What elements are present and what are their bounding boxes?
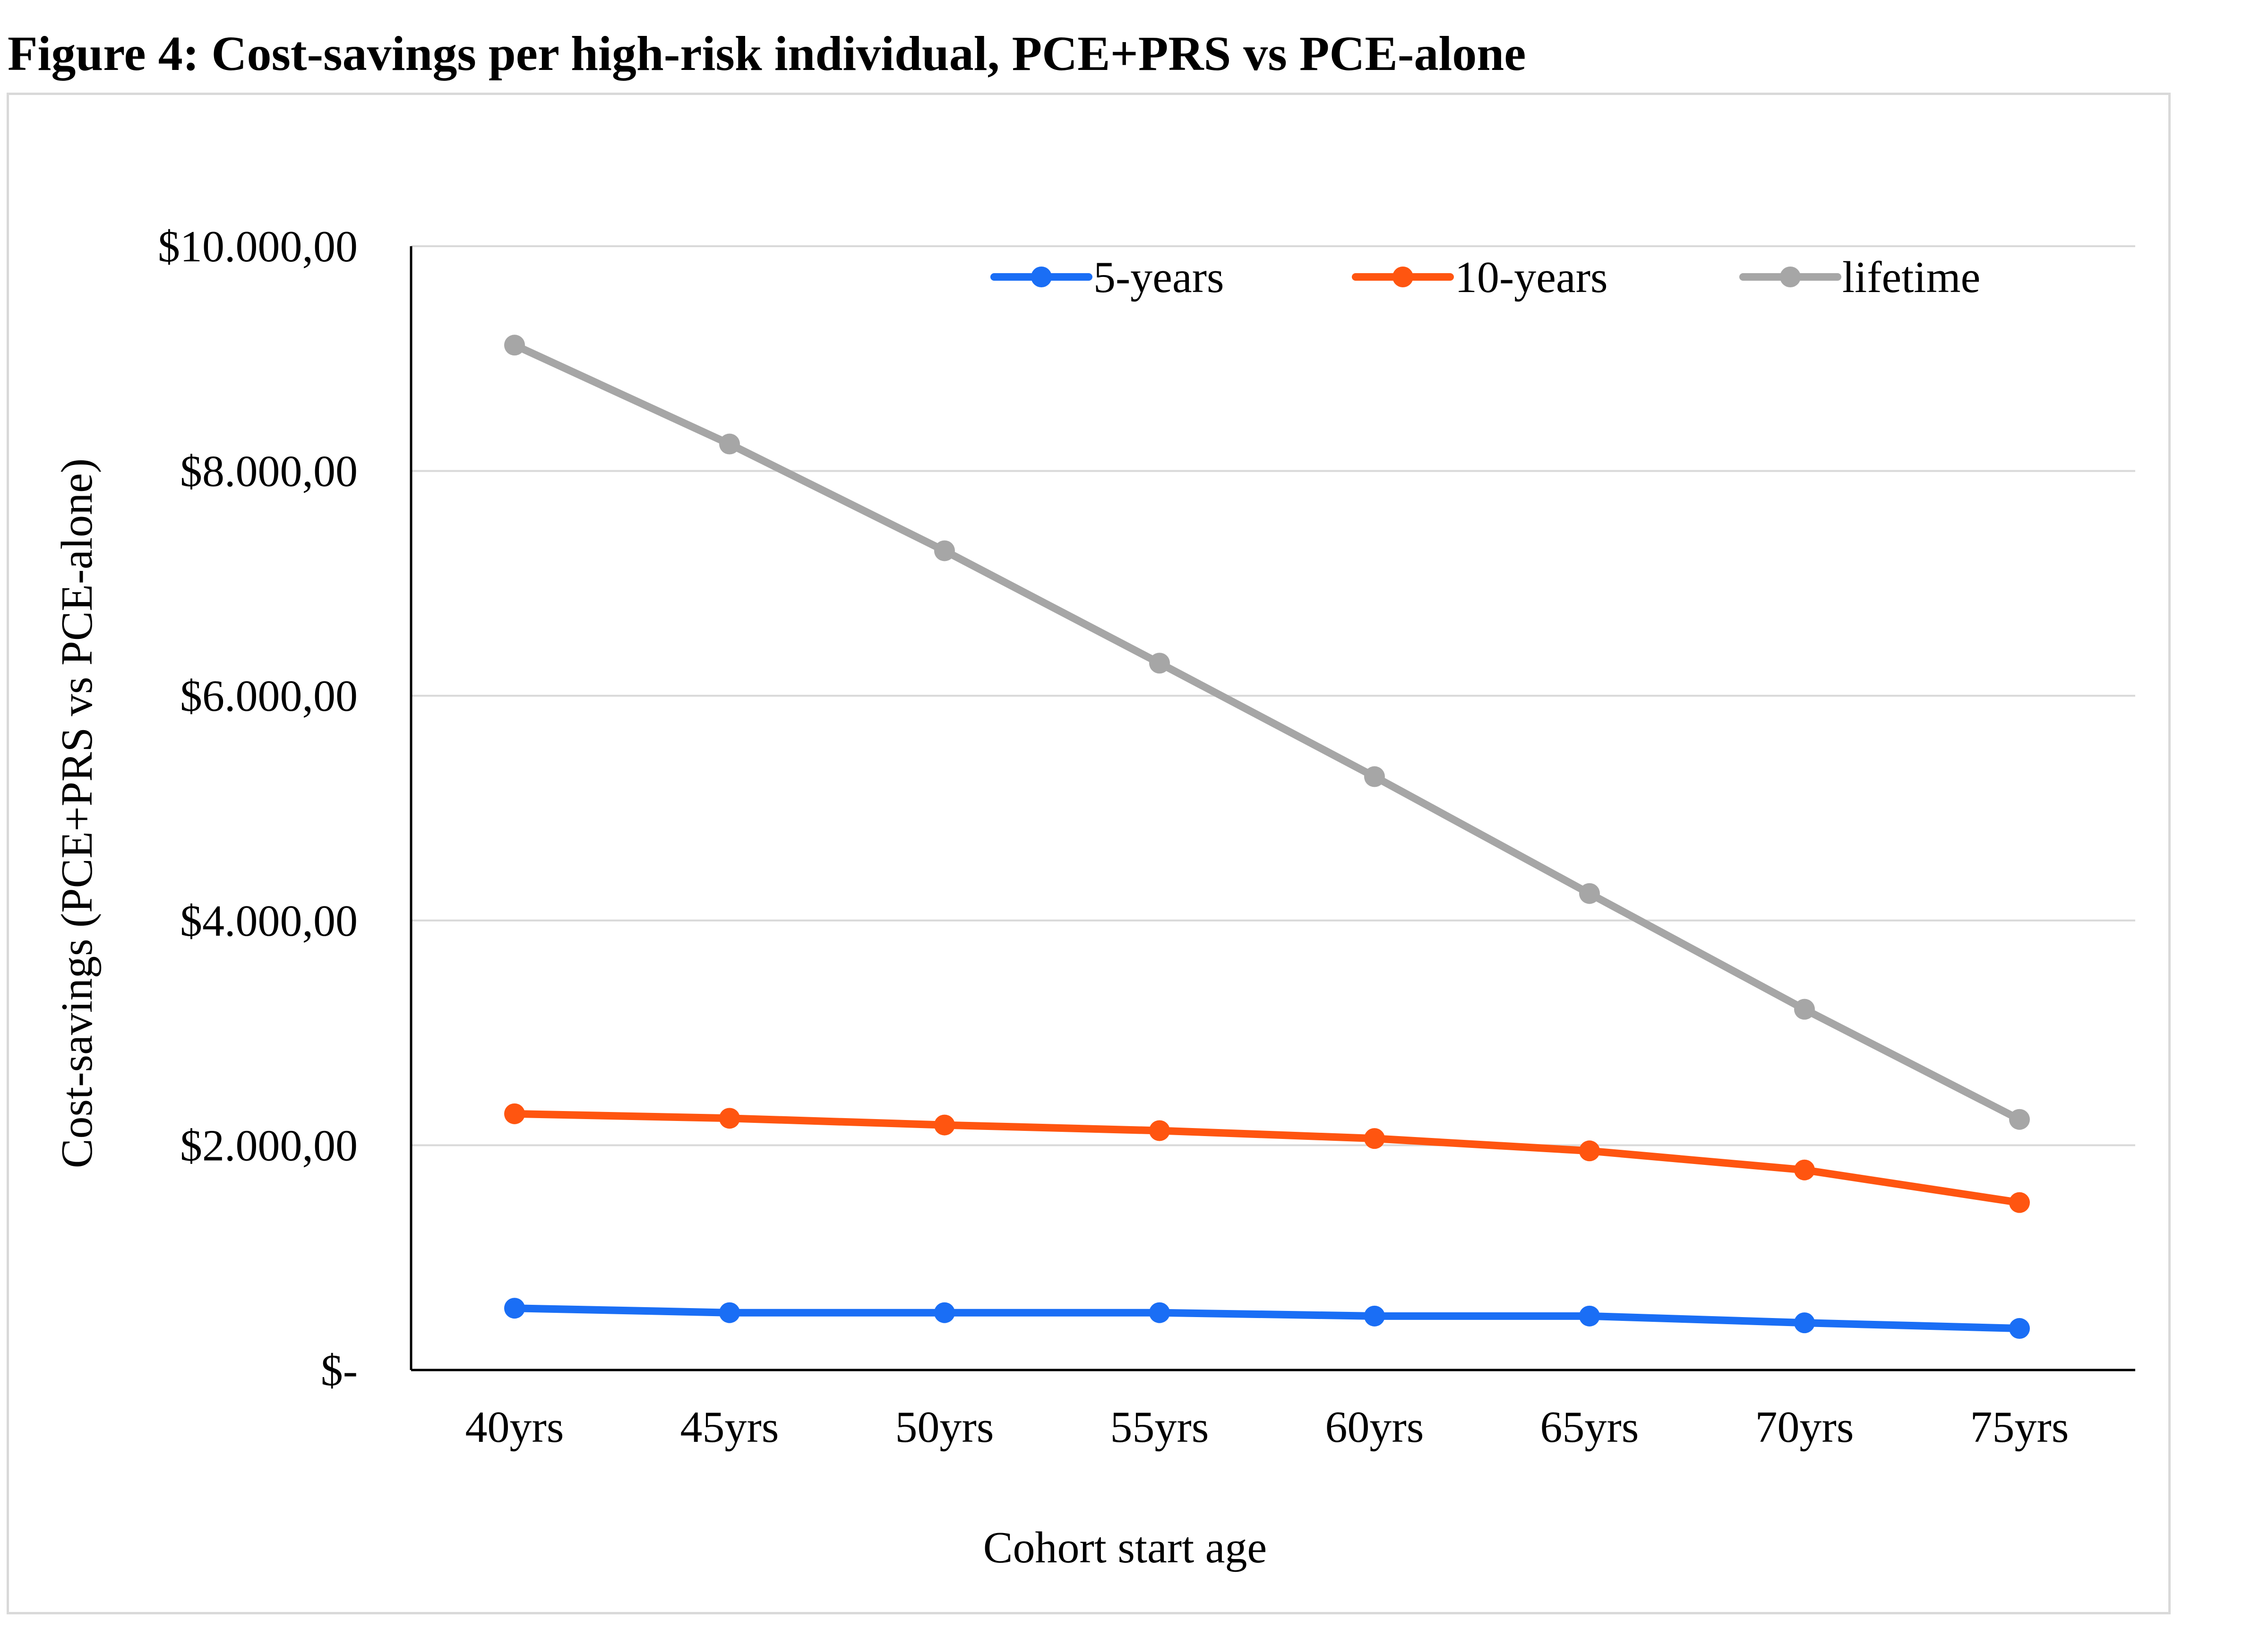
data-point — [1149, 1302, 1170, 1323]
data-point — [2009, 1318, 2030, 1339]
data-point — [1794, 1159, 1815, 1181]
data-point — [2009, 1109, 2030, 1130]
data-point — [1794, 999, 1815, 1020]
data-point — [719, 1108, 740, 1129]
y-tick-label: $- — [321, 1346, 358, 1395]
y-axis-title: Cost-savings (PCE+PRS vs PCE-alone) — [52, 458, 102, 1168]
data-point — [2009, 1192, 2030, 1213]
data-point — [1794, 1312, 1815, 1334]
data-point — [1364, 1128, 1385, 1149]
line-chart: $- $2.000,00 $4.000,00 $6.000,00 $8.000,00 $1… — [52, 222, 2135, 1572]
data-point — [1579, 1305, 1600, 1327]
series-10-years — [504, 1103, 2030, 1213]
data-point — [934, 1114, 955, 1136]
series-line — [511, 1110, 2023, 1206]
data-point — [1579, 883, 1600, 904]
legend: 5-years 10-years lifetime — [990, 253, 1980, 302]
y-tick-label: $6.000,00 — [180, 672, 358, 721]
data-point — [504, 1103, 525, 1124]
data-point — [934, 1302, 955, 1323]
gridlines — [411, 245, 2135, 1146]
y-tick-label: $8.000,00 — [180, 447, 358, 496]
x-tick-label: 65yrs — [1540, 1403, 1639, 1452]
data-point — [1149, 653, 1170, 674]
data-point — [1364, 1305, 1385, 1327]
data-point — [719, 433, 740, 455]
figure-title: Figure 4: Cost-savings per high-risk ind… — [8, 26, 1526, 81]
series-lifetime — [504, 335, 2030, 1130]
x-axis-title: Cohort start age — [983, 1523, 1267, 1572]
legend-label: lifetime — [1842, 253, 1980, 302]
y-tick-label: $10.000,00 — [158, 222, 358, 271]
axes — [410, 246, 2135, 1371]
legend-marker — [1780, 267, 1801, 287]
series-line — [511, 1304, 2023, 1333]
x-tick-label: 60yrs — [1325, 1403, 1424, 1452]
x-tick-label: 55yrs — [1110, 1403, 1209, 1452]
x-tick-label: 70yrs — [1755, 1403, 1854, 1452]
x-tick-label: 45yrs — [680, 1403, 779, 1452]
data-point — [504, 1298, 525, 1319]
y-tick-label: $4.000,00 — [180, 896, 358, 946]
data-point — [1579, 1140, 1600, 1162]
x-tick-labels: 40yrs 45yrs 50yrs 55yrs 60yrs 65yrs 70yrs 75yrs — [465, 1403, 2069, 1452]
data-point — [504, 335, 525, 356]
x-tick-label: 75yrs — [1970, 1403, 2069, 1452]
legend-label: 10-years — [1455, 253, 1608, 302]
data-point — [1364, 766, 1385, 787]
series-5-years — [504, 1298, 2030, 1339]
y-tick-labels: $- $2.000,00 $4.000,00 $6.000,00 $8.000,00 $1… — [158, 222, 358, 1395]
data-point — [1149, 1120, 1170, 1141]
x-tick-label: 40yrs — [465, 1403, 564, 1452]
data-point — [719, 1302, 740, 1323]
chart-frame: $- $2.000,00 $4.000,00 $6.000,00 $8.000,00 $1… — [7, 93, 2171, 1614]
data-series — [504, 335, 2030, 1339]
legend-marker — [1392, 267, 1413, 287]
series-line — [511, 341, 2023, 1123]
legend-item: lifetime — [1739, 253, 1980, 302]
legend-item: 10-years — [1352, 253, 1608, 302]
x-tick-label: 50yrs — [895, 1403, 994, 1452]
legend-item: 5-years — [990, 253, 1224, 302]
data-point — [934, 540, 955, 561]
legend-label: 5-years — [1093, 253, 1224, 302]
legend-marker — [1031, 267, 1052, 287]
y-tick-label: $2.000,00 — [180, 1121, 358, 1170]
